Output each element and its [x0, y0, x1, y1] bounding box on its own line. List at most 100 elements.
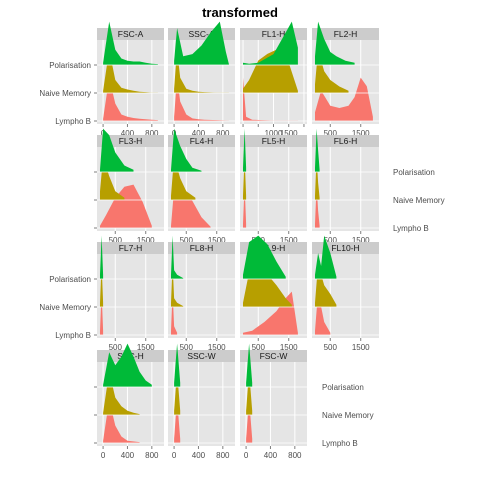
density-ssc-a-polarisation — [174, 21, 229, 66]
strip-label-fsc-a: FSC-A — [118, 29, 144, 39]
strip-label-ssc-w: SSC-W — [187, 351, 215, 361]
x-tick-label-fl1-h-3: 1500 — [280, 129, 298, 138]
strip-fl6-h — [312, 135, 379, 147]
y-label-row2-lympho-b: Lympho B — [393, 224, 429, 233]
strip-label-fl2-h: FL2-H — [334, 29, 358, 39]
strip-label-fl4-h: FL4-H — [190, 136, 214, 146]
x-tick-label-ssc-h-2: 800 — [145, 451, 159, 460]
x-tick-label-fl8-h-0: 500 — [180, 343, 194, 352]
panel-background-fl5-h — [240, 147, 307, 231]
x-tick-label-fsc-w-2: 800 — [288, 451, 302, 460]
x-tick-label-fl3-h-1: 1500 — [137, 236, 155, 245]
density-fsc-a-naive-memory — [103, 49, 158, 93]
y-label-row4-naive-memory: Naive Memory — [322, 411, 374, 420]
panel-fl9-h: FL9-H 500 1500 — [240, 235, 307, 352]
facet-panels: FSC-A0400800SSC-A0400800FL1-H10001500FL2… — [39, 21, 445, 460]
strip-fsc-a — [97, 28, 164, 40]
density-fl9-h-polarisation — [243, 235, 286, 279]
x-tick-label-fsc-a-2: 800 — [145, 129, 159, 138]
x-tick-label-fl8-h-1: 1500 — [208, 343, 226, 352]
strip-label-fl10-h: FL10-H — [331, 243, 359, 253]
x-tick-label-fl2-h-0: 500 — [324, 129, 338, 138]
density-ssc-h-polarisation — [103, 343, 152, 387]
x-tick-label-fl9-h-0: 500 — [252, 343, 266, 352]
x-tick-label-fl1-h-2: 1000 — [265, 129, 283, 138]
x-tick-label-fsc-a-1: 400 — [121, 129, 135, 138]
density-fl7-h-polarisation — [100, 235, 104, 279]
y-label-row4-lympho-b: Lympho B — [322, 439, 358, 448]
density-fl5-h-lympho-b — [243, 184, 247, 228]
x-tick-label-ssc-h-1: 400 — [121, 451, 135, 460]
density-fl10-h-polarisation — [315, 235, 337, 279]
x-tick-label-fl9-h-1: 1500 — [280, 343, 298, 352]
x-tick-label-ssc-w-2: 800 — [216, 451, 230, 460]
x-tick-label-fl5-h-1: 1500 — [280, 236, 298, 245]
chart-title: transformed — [202, 5, 278, 20]
strip-fl8-h — [168, 242, 235, 254]
y-label-row2-polarisation: Polarisation — [393, 168, 435, 177]
density-fl2-h-lympho-b — [315, 77, 373, 121]
panel-background-fl7-h — [97, 254, 164, 338]
panel-fl2-h: FL2-H 500 1500 — [312, 21, 379, 138]
strip-fl3-h — [97, 135, 164, 147]
panel-fsc-w: FSC-W 0 400 800 — [240, 343, 307, 460]
y-label-row4-polarisation: Polarisation — [322, 383, 364, 392]
strip-ssc-w — [168, 350, 235, 362]
density-fl3-h-polarisation — [100, 128, 134, 172]
x-tick-label-fl10-h-0: 500 — [324, 343, 338, 352]
strip-fl4-h — [168, 135, 235, 147]
density-fl2-h-naive-memory — [315, 49, 349, 93]
x-tick-label-ssc-w-1: 400 — [192, 451, 206, 460]
y-label-row3-polarisation: Polarisation — [49, 275, 91, 284]
density-fl5-h-naive-memory — [243, 156, 247, 200]
density-ssc-h-naive-memory — [103, 371, 140, 415]
x-tick-label-ssc-w-0: 0 — [172, 451, 177, 460]
x-tick-label-ssc-a-2: 800 — [216, 129, 230, 138]
strip-label-fl3-h: FL3-H — [119, 136, 143, 146]
density-fl7-h-lympho-b — [100, 291, 104, 335]
density-ssc-a-naive-memory — [174, 49, 229, 93]
density-fl7-h-naive-memory — [100, 263, 104, 307]
strip-fl2-h — [312, 28, 379, 40]
x-tick-label-fl6-h-1: 1500 — [352, 236, 370, 245]
y-label-row1-polarisation: Polarisation — [49, 61, 91, 70]
strip-label-ssc-a: SSC-A — [189, 29, 215, 39]
panel-fl3-h: FL3-H 500 1500 — [97, 128, 164, 245]
strip-label-fl8-h: FL8-H — [190, 243, 214, 253]
density-ssc-w-polarisation — [174, 343, 181, 387]
density-fsc-a-polarisation — [103, 21, 158, 66]
panel-fl10-h: FL10-H 500 1500 — [312, 235, 379, 352]
strip-label-fsc-w: FSC-W — [260, 351, 288, 361]
y-label-row2-naive-memory: Naive Memory — [393, 196, 445, 205]
y-label-row3-naive-memory: Naive Memory — [39, 303, 91, 312]
density-fl5-h-polarisation — [243, 128, 247, 172]
x-tick-label-ssc-a-1: 400 — [192, 129, 206, 138]
panel-background-fl8-h — [168, 254, 235, 338]
panel-background-fl6-h — [312, 147, 379, 231]
panel-fsc-a: FSC-A0400800 — [97, 21, 164, 138]
density-fsc-a-lympho-b — [103, 77, 158, 121]
panel-ssc-h: SSC-H0400800 — [97, 343, 164, 460]
density-fl6-h-naive-memory — [315, 156, 320, 200]
x-tick-label-fl2-h-1: 1500 — [352, 129, 370, 138]
density-fsc-w-polarisation — [246, 343, 253, 387]
strip-fl5-h — [240, 135, 307, 147]
density-fl8-h-polarisation — [171, 235, 184, 279]
density-fl4-h-polarisation — [171, 128, 202, 172]
x-tick-label-fl4-h-0: 500 — [180, 236, 194, 245]
strip-fl7-h — [97, 242, 164, 254]
x-tick-label-fsc-w-0: 0 — [244, 451, 249, 460]
strip-label-fl9-h: FL9-H — [262, 243, 286, 253]
y-label-row1-lympho-b: Lympho B — [55, 117, 91, 126]
strip-label-fl5-h: FL5-H — [262, 136, 286, 146]
x-tick-label-fl3-h-0: 500 — [109, 236, 123, 245]
strip-label-fl7-h: FL7-H — [119, 243, 143, 253]
y-label-row1-naive-memory: Naive Memory — [39, 89, 91, 98]
y-label-row3-lympho-b: Lympho B — [55, 331, 91, 340]
x-tick-label-fl10-h-1: 1500 — [352, 343, 370, 352]
x-tick-label-fl4-h-1: 1500 — [208, 236, 226, 245]
density-fl3-h-lympho-b — [100, 184, 152, 228]
